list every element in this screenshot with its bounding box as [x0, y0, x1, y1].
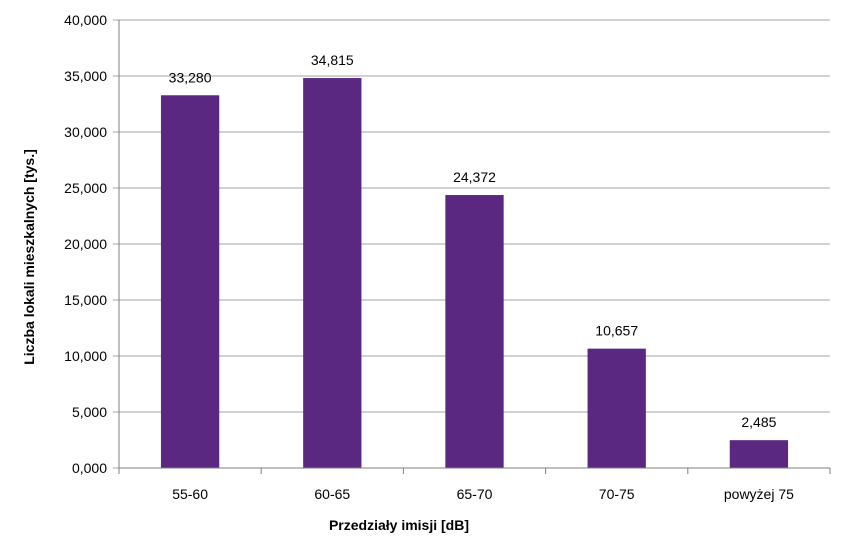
y-tick-label: 15,000 — [64, 292, 107, 308]
y-axis-title: Liczba lokali mieszkalnych [tys.] — [21, 149, 37, 365]
y-tick-label: 5,000 — [72, 404, 107, 420]
y-tick-label: 20,000 — [64, 236, 107, 252]
bar-4 — [587, 348, 646, 468]
data-label: 10,657 — [595, 323, 638, 339]
x-tick-label: 55-60 — [172, 486, 208, 502]
y-tick-label: 0,000 — [72, 460, 107, 476]
y-axis-ticks: 0,000 5,000 10,000 15,000 20,000 25,000 30,000… — [64, 12, 107, 476]
x-tick-label: 70-75 — [599, 486, 635, 502]
bars — [160, 78, 789, 469]
y-tick-label: 30,000 — [64, 124, 107, 140]
x-tick-label: 60-65 — [314, 486, 350, 502]
y-tick-label: 40,000 — [64, 12, 107, 28]
x-axis-title: Przedziały imisji [dB] — [329, 517, 469, 533]
x-axis-ticks: 55-60 60-65 65-70 70-75 powyżej 75 — [118, 467, 831, 502]
y-tick-label: 10,000 — [64, 348, 107, 364]
data-label: 33,280 — [169, 69, 212, 85]
data-label: 34,815 — [311, 52, 354, 68]
x-tick-label: 65-70 — [457, 486, 493, 502]
y-tick-label: 35,000 — [64, 68, 107, 84]
y-tick-label: 25,000 — [64, 180, 107, 196]
bar-2 — [303, 78, 362, 469]
x-tick-label: powyżej 75 — [724, 486, 794, 502]
bar-1 — [160, 95, 220, 468]
bar-5 — [729, 440, 789, 468]
data-label: 2,485 — [741, 414, 776, 430]
data-labels: 33,280 34,815 24,372 10,657 2,485 — [169, 52, 777, 430]
data-label: 24,372 — [453, 169, 496, 185]
bar-3 — [445, 195, 504, 468]
